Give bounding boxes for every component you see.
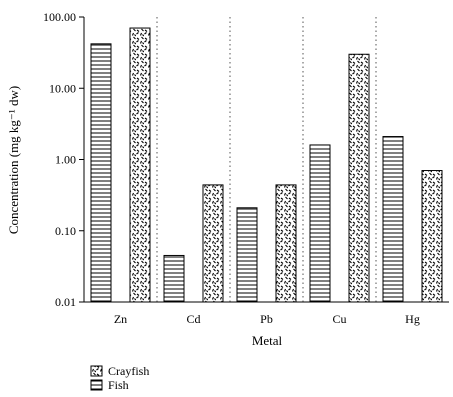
legend-swatch-crayfish [90,365,103,377]
bar-crayfish-cd [202,184,224,303]
y-axis-title: Concentration (mg kg⁻¹ dw) [6,86,21,234]
y-tick-label: 100.00 [43,10,76,24]
bar-fish-cu [309,144,331,303]
x-tick-label: Zn [114,312,127,326]
x-axis-title: Metal [252,333,283,348]
x-tick-label: Cu [332,312,346,326]
axes: Zn Cd Pb Cu Hg 100.00 10.00 1.00 0.10 0.01 [43,10,449,326]
legend-label-fish: Fish [108,378,129,392]
bar-fish-pb [236,207,258,303]
bar-fish-zn [90,43,112,303]
y-tick-label: 1.00 [55,153,76,167]
bar-fish-hg [382,136,404,303]
separator-lines [156,17,377,302]
y-tick-label: 10.00 [49,81,76,95]
bar-crayfish-pb [275,184,297,303]
bar-crayfish-hg [421,170,443,303]
legend-swatch-fish [90,379,103,391]
bar-crayfish-cu [348,53,370,303]
y-tick-label: 0.10 [55,224,76,238]
bar-crayfish-zn [129,27,151,303]
x-tick-label: Hg [405,312,420,326]
bar-fish-cd [163,254,185,303]
y-tick-label: 0.01 [55,295,76,309]
x-tick-label: Pb [260,312,273,326]
x-tick-label: Cd [186,312,200,326]
bars [90,27,443,303]
legend-label-crayfish: Crayfish [108,364,149,378]
